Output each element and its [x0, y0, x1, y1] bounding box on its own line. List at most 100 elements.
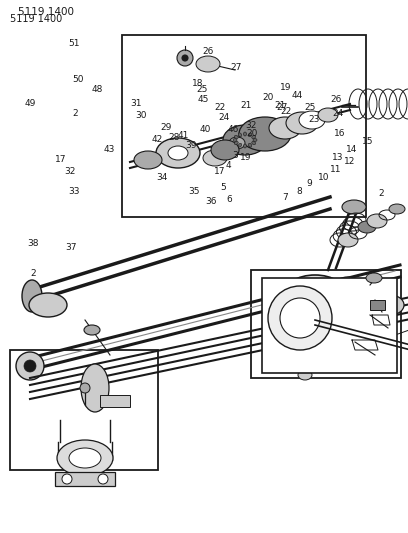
Ellipse shape — [342, 200, 366, 214]
Ellipse shape — [293, 281, 337, 309]
Text: 5119 1400: 5119 1400 — [10, 14, 62, 24]
Text: 31: 31 — [130, 100, 142, 109]
Circle shape — [24, 360, 36, 372]
Text: 33: 33 — [68, 188, 80, 197]
Circle shape — [62, 474, 72, 484]
Text: 24: 24 — [332, 109, 343, 117]
Text: 22: 22 — [280, 108, 291, 117]
Text: 45: 45 — [198, 95, 209, 104]
Polygon shape — [372, 315, 390, 325]
Text: 26: 26 — [330, 94, 341, 103]
Polygon shape — [352, 340, 378, 350]
Ellipse shape — [229, 137, 245, 149]
Text: 24: 24 — [218, 114, 229, 123]
Text: 6: 6 — [226, 196, 232, 205]
Text: 42: 42 — [152, 135, 163, 144]
Text: 48: 48 — [92, 85, 103, 94]
Text: 18: 18 — [192, 79, 204, 88]
Text: 2: 2 — [30, 270, 35, 279]
Text: 23: 23 — [308, 116, 319, 125]
Text: 37: 37 — [65, 244, 77, 253]
Ellipse shape — [298, 370, 312, 380]
Text: 5: 5 — [220, 183, 226, 192]
Ellipse shape — [346, 312, 364, 324]
Ellipse shape — [389, 204, 405, 214]
Text: 30: 30 — [135, 110, 146, 119]
Text: 2: 2 — [72, 109, 78, 117]
Ellipse shape — [168, 146, 188, 160]
Ellipse shape — [358, 221, 376, 233]
Ellipse shape — [366, 273, 382, 283]
Ellipse shape — [337, 307, 373, 329]
Ellipse shape — [253, 139, 257, 141]
Ellipse shape — [286, 112, 318, 134]
Bar — [262, 278, 397, 373]
Ellipse shape — [211, 140, 239, 160]
Ellipse shape — [244, 144, 246, 148]
Text: 25: 25 — [304, 102, 315, 111]
Text: 10: 10 — [318, 173, 330, 182]
Bar — [370, 300, 385, 310]
Text: 8: 8 — [296, 188, 302, 197]
Ellipse shape — [233, 139, 237, 141]
Ellipse shape — [248, 143, 252, 147]
Ellipse shape — [238, 133, 242, 136]
Text: 35: 35 — [188, 188, 200, 197]
Text: 29: 29 — [160, 124, 171, 133]
Ellipse shape — [376, 295, 404, 315]
Ellipse shape — [235, 141, 238, 144]
Ellipse shape — [364, 300, 392, 316]
Ellipse shape — [196, 56, 220, 72]
Text: 36: 36 — [205, 198, 217, 206]
Ellipse shape — [239, 117, 291, 151]
Text: 5119 1400: 5119 1400 — [18, 7, 74, 17]
Text: 20: 20 — [262, 93, 273, 102]
Ellipse shape — [84, 325, 100, 335]
Text: 20: 20 — [246, 128, 257, 138]
Bar — [122, 35, 366, 217]
Text: 32: 32 — [245, 120, 256, 130]
Text: 49: 49 — [25, 100, 36, 109]
Text: 22: 22 — [214, 103, 225, 112]
Bar — [55, 472, 115, 486]
Ellipse shape — [235, 135, 238, 139]
Text: 9: 9 — [306, 180, 312, 189]
Ellipse shape — [266, 294, 294, 312]
Text: 38: 38 — [27, 239, 38, 248]
Text: 16: 16 — [334, 128, 346, 138]
Bar — [10, 350, 158, 470]
Text: 34: 34 — [156, 174, 167, 182]
Text: 32: 32 — [64, 167, 75, 176]
Text: 27: 27 — [276, 102, 287, 111]
Text: 39: 39 — [185, 141, 197, 149]
Circle shape — [16, 352, 44, 380]
Bar — [251, 270, 401, 378]
Text: 17: 17 — [55, 156, 67, 165]
Text: 26: 26 — [202, 47, 213, 56]
Ellipse shape — [334, 277, 362, 295]
Ellipse shape — [323, 349, 343, 363]
Ellipse shape — [203, 150, 227, 166]
Ellipse shape — [318, 108, 338, 122]
Circle shape — [98, 474, 108, 484]
Ellipse shape — [299, 111, 325, 129]
Ellipse shape — [215, 141, 235, 155]
Ellipse shape — [301, 324, 319, 336]
Circle shape — [182, 55, 188, 61]
Ellipse shape — [252, 135, 255, 139]
Text: 2: 2 — [378, 189, 384, 198]
Text: 19: 19 — [240, 154, 251, 163]
Text: 17: 17 — [214, 167, 226, 176]
Text: 12: 12 — [344, 157, 355, 166]
Circle shape — [80, 383, 90, 393]
Ellipse shape — [156, 138, 200, 168]
Ellipse shape — [22, 280, 42, 312]
Ellipse shape — [29, 293, 67, 317]
Ellipse shape — [81, 364, 109, 412]
Ellipse shape — [252, 141, 255, 144]
Circle shape — [268, 286, 332, 350]
Text: 41: 41 — [178, 131, 189, 140]
Ellipse shape — [134, 151, 162, 169]
Text: 43: 43 — [104, 146, 115, 155]
Ellipse shape — [244, 132, 246, 136]
